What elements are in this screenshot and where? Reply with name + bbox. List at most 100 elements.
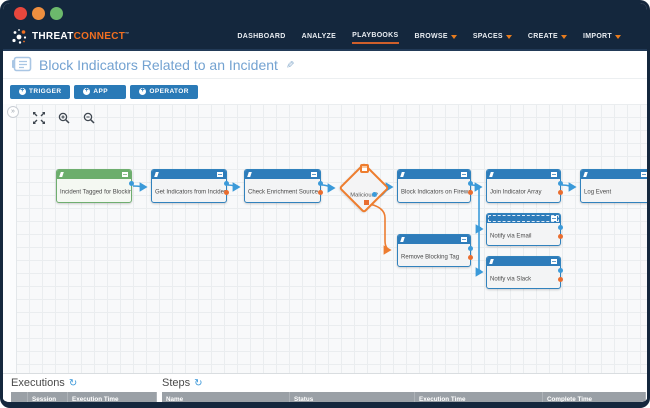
playbook-header: Block Indicators Related to an Incident … — [3, 51, 647, 79]
canvas-tools — [33, 112, 95, 124]
output-port-blue[interactable] — [558, 268, 563, 273]
zoom-out-icon[interactable] — [83, 112, 95, 124]
output-port-orange[interactable] — [224, 190, 229, 195]
refresh-icon[interactable]: ↻ — [68, 377, 78, 389]
steps-panel-title: Steps ↻ — [162, 377, 203, 389]
nav-items: DASHBOARD ANALYZE PLAYBOOKS BROWSE SPACE… — [237, 28, 621, 44]
node-header — [152, 170, 226, 179]
node-check-enrichment-source[interactable]: Check Enrichment Source — [244, 169, 323, 203]
output-port-blue[interactable] — [468, 181, 473, 186]
node-header — [398, 235, 470, 244]
grid-icon[interactable] — [551, 216, 557, 221]
steps-col-name: Name — [162, 392, 290, 402]
brand-text: THREATCONNECT™ — [32, 30, 130, 42]
refresh-icon[interactable]: ↻ — [194, 377, 203, 389]
node-incident-tagged-for-blocking[interactable]: Incident Tagged for Blocking — [56, 169, 134, 203]
grid-icon[interactable] — [461, 172, 467, 177]
output-port-blue[interactable] — [558, 181, 563, 186]
output-port-blue[interactable] — [468, 246, 473, 251]
threatconnect-logo[interactable]: THREATCONNECT™ — [11, 28, 129, 45]
node-block-indicators-on-firewall[interactable]: Block Indicators on Firewall — [397, 169, 473, 203]
output-port-blue[interactable] — [318, 181, 323, 186]
minimize-window-button[interactable] — [32, 6, 45, 20]
node-label: Get Indicators from Incident — [155, 189, 226, 196]
bolt-icon — [154, 172, 159, 177]
expand-panel-button[interactable]: » — [7, 106, 19, 118]
bolt-icon — [59, 172, 64, 177]
decision-output-port-orange[interactable] — [364, 200, 369, 205]
decision-output-port-blue[interactable] — [372, 192, 377, 197]
executions-table: Session Execution Time — [11, 392, 157, 402]
output-port-orange[interactable] — [468, 190, 473, 195]
edit-title-icon[interactable]: ✎ — [283, 60, 295, 69]
element-toolbar: + TRIGGER + APP + OPERATOR — [3, 79, 647, 104]
output-port-orange[interactable] — [468, 255, 473, 260]
node-log-event[interactable]: Log Event — [580, 169, 647, 203]
node-label: Block Indicators on Firewall — [401, 189, 470, 196]
node-header — [581, 170, 647, 179]
steps-table: Name Status Execution Time Complete Time — [162, 392, 646, 402]
executions-col-empty — [11, 392, 28, 402]
add-trigger-button[interactable]: + TRIGGER — [10, 84, 71, 99]
nav-browse[interactable]: BROWSE — [415, 29, 457, 43]
executions-col-session: Session — [27, 392, 68, 402]
zoom-in-icon[interactable] — [58, 112, 70, 124]
bolt-icon — [400, 172, 405, 177]
node-remove-blocking-tag[interactable]: Remove Blocking Tag — [397, 234, 473, 267]
output-port-orange[interactable] — [318, 190, 323, 195]
node-notify-via-email[interactable]: Notify via Email — [486, 213, 563, 246]
node-get-indicators-from-incident[interactable]: Get Indicators from Incident — [151, 169, 229, 203]
executions-col-execution-time: Execution Time — [67, 392, 157, 402]
node-join-indicator-array[interactable]: Join Indicator Array — [486, 169, 563, 203]
node-label: Notify via Slack — [490, 276, 532, 283]
node-label: Check Enrichment Source — [248, 189, 318, 196]
output-port-blue[interactable] — [558, 225, 563, 230]
close-window-button[interactable] — [14, 6, 27, 20]
node-label: Log Event — [584, 189, 612, 196]
node-header — [487, 257, 560, 266]
chevron-down-icon — [560, 34, 567, 39]
maximize-window-button[interactable] — [50, 6, 63, 20]
bolt-icon — [583, 172, 588, 177]
node-header — [245, 170, 320, 179]
steps-col-complete-time: Complete Time — [542, 392, 646, 402]
grid-icon[interactable] — [122, 172, 128, 177]
nav-analyze[interactable]: ANALYZE — [301, 33, 337, 40]
bolt-icon — [247, 172, 252, 177]
output-port-blue[interactable] — [129, 181, 134, 186]
bolt-icon — [489, 172, 494, 177]
executions-panel-title: Executions ↻ — [11, 377, 78, 389]
circle-plus-icon: + — [19, 87, 26, 95]
node-label: Incident Tagged for Blocking — [60, 189, 131, 196]
grid-icon[interactable] — [551, 172, 557, 177]
circle-plus-icon: + — [139, 87, 147, 95]
add-operator-button[interactable]: + OPERATOR — [130, 84, 198, 99]
nav-playbooks[interactable]: PLAYBOOKS — [352, 28, 399, 44]
grid-icon[interactable] — [461, 237, 467, 242]
starburst-logo-icon — [12, 28, 27, 44]
add-app-button[interactable]: + APP — [74, 84, 127, 99]
top-navbar: THREATCONNECT™ DASHBOARD ANALYZE PLAYBOO… — [3, 23, 647, 51]
grid-icon[interactable] — [311, 172, 317, 177]
steps-col-execution-time: Execution Time — [414, 392, 543, 402]
node-header — [487, 170, 560, 179]
output-port-orange[interactable] — [558, 190, 563, 195]
node-header — [487, 214, 560, 223]
nav-spaces[interactable]: SPACES — [473, 29, 512, 43]
output-port-orange[interactable] — [558, 277, 563, 282]
playbook-canvas[interactable]: » — [3, 104, 647, 374]
expand-icon[interactable] — [33, 112, 45, 124]
circle-plus-icon: + — [83, 87, 91, 95]
nav-create[interactable]: CREATE — [528, 29, 567, 43]
nav-import[interactable]: IMPORT — [583, 29, 621, 43]
output-port-orange[interactable] — [558, 234, 563, 239]
nav-dashboard[interactable]: DASHBOARD — [237, 33, 286, 40]
grid-icon[interactable] — [551, 259, 557, 264]
grid-icon[interactable] — [217, 172, 223, 177]
grid-icon[interactable] — [641, 172, 647, 177]
output-port-blue[interactable] — [224, 181, 229, 186]
chevron-down-icon — [615, 34, 621, 39]
bottom-panels: Executions ↻ Session Execution Time Step… — [3, 374, 647, 402]
node-notify-via-slack[interactable]: Notify via Slack — [486, 256, 563, 289]
